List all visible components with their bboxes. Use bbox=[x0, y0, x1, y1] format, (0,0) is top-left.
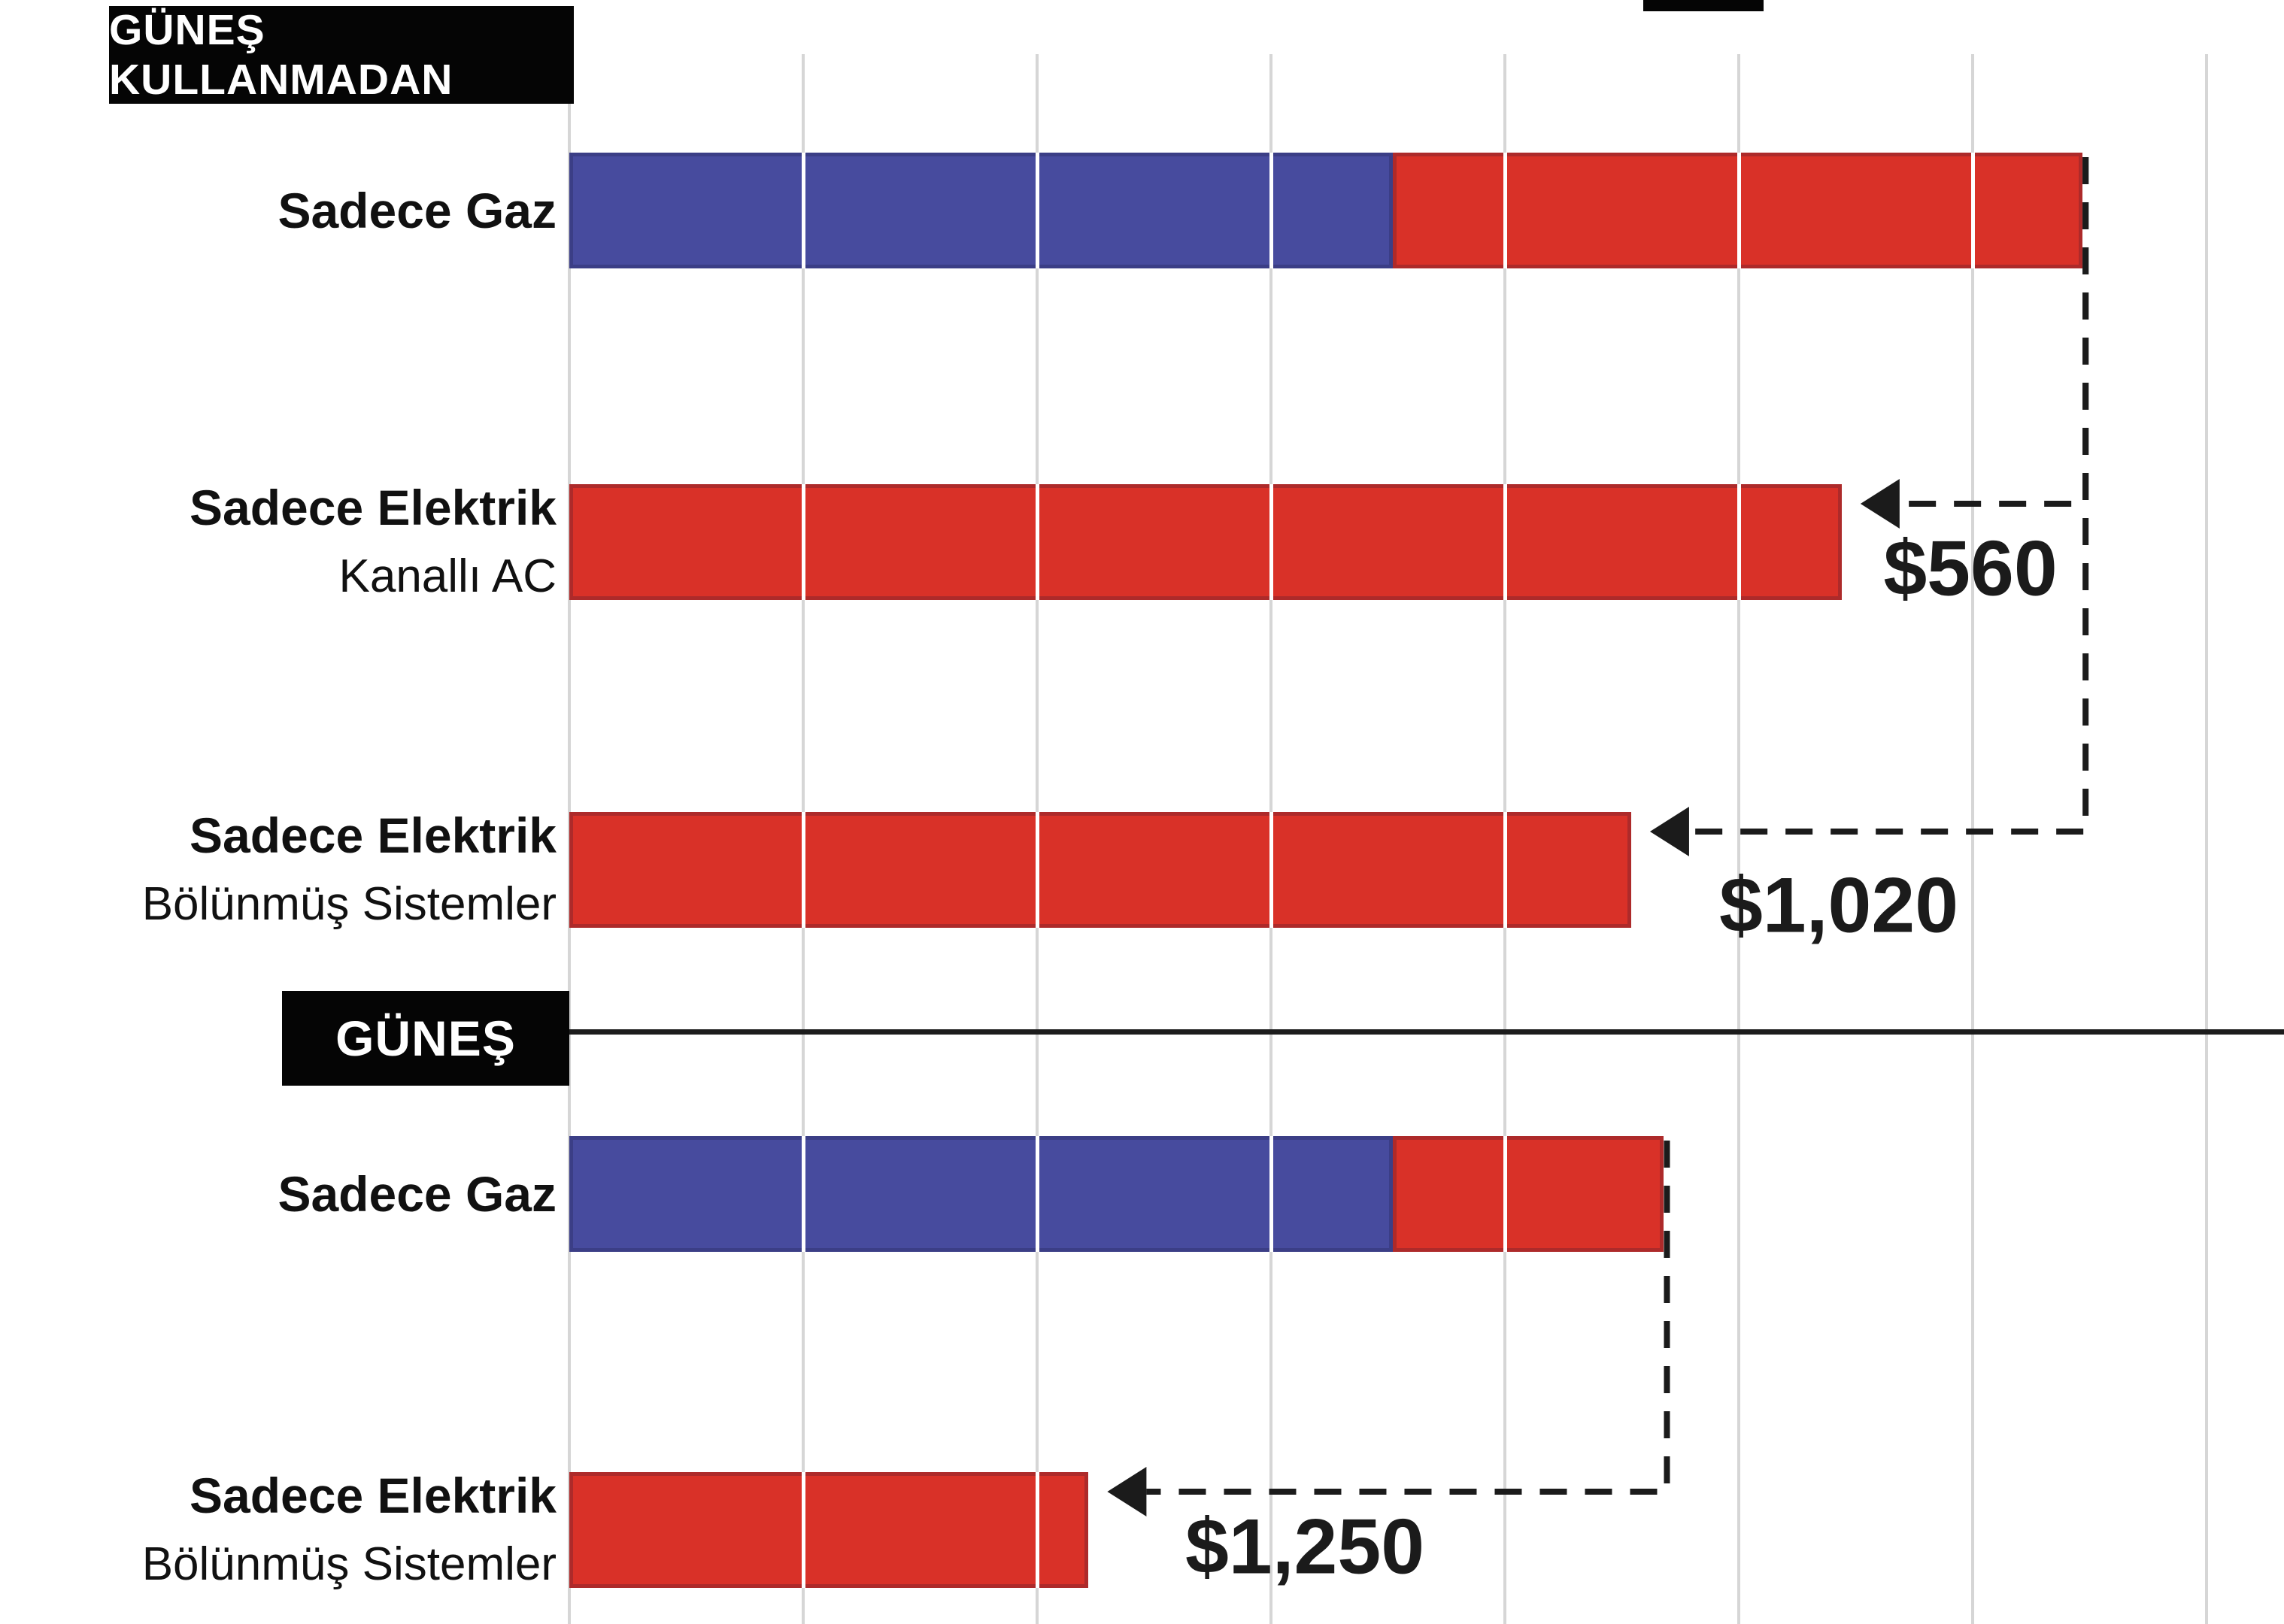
bar-row-4 bbox=[569, 1472, 1089, 1588]
connector-arrow-icon-1 bbox=[1649, 807, 1689, 856]
savings-amount-label-0: $560 bbox=[1883, 525, 2058, 613]
bar-1-gridline-overlay bbox=[1036, 484, 1039, 600]
row-label-0-line-0: Sadece Gaz bbox=[278, 183, 557, 238]
bar-row-3 bbox=[569, 1136, 1664, 1252]
bar-4-segment-electric bbox=[569, 1472, 1089, 1588]
gridline-5 bbox=[1737, 54, 1740, 1624]
row-label-2-line-1: Bölünmüş Sistemler bbox=[141, 878, 557, 930]
section-header-solar: GÜNEŞ bbox=[282, 991, 569, 1086]
bar-1-gridline-overlay bbox=[1737, 484, 1741, 600]
bar-4-gridline-overlay bbox=[1036, 1472, 1039, 1588]
bar-3-gridline-overlay bbox=[802, 1136, 805, 1252]
bar-1-segment-electric bbox=[569, 484, 1842, 600]
gridline-7 bbox=[2205, 54, 2208, 1624]
row-label-4-line-0: Sadece Elektrik bbox=[190, 1468, 557, 1523]
bar-row-2 bbox=[569, 812, 1631, 928]
bar-2-gridline-overlay bbox=[1503, 812, 1507, 928]
row-label-0: Sadece Gaz bbox=[278, 176, 557, 245]
savings-amount-label-2: $1,250 bbox=[1184, 1503, 1425, 1591]
row-label-1-line-1: Kanallı AC bbox=[338, 550, 557, 602]
bar-row-0 bbox=[569, 153, 2083, 268]
bar-0-gridline-overlay bbox=[1269, 153, 1273, 268]
connector-line-2 bbox=[1146, 1141, 1670, 1495]
bar-3-gridline-overlay bbox=[1269, 1136, 1273, 1252]
bar-0-gridline-overlay bbox=[1503, 153, 1507, 268]
bar-0-gridline-overlay bbox=[802, 153, 805, 268]
connector-arrow-icon-0 bbox=[1860, 479, 1900, 529]
bar-3-segment-electric bbox=[1392, 1136, 1664, 1252]
bar-2-segment-electric bbox=[569, 812, 1631, 928]
bar-3-gridline-overlay bbox=[1036, 1136, 1039, 1252]
section-header-without-solar: GÜNEŞ KULLANMADAN bbox=[109, 6, 574, 104]
row-label-4-line-1: Bölünmüş Sistemler bbox=[141, 1538, 557, 1590]
row-label-3-line-0: Sadece Gaz bbox=[278, 1166, 557, 1222]
bar-2-gridline-overlay bbox=[1269, 812, 1273, 928]
cropped-top-label-fragment bbox=[1643, 0, 1764, 11]
bar-3-segment-gas bbox=[569, 1136, 1393, 1252]
bar-1-gridline-overlay bbox=[802, 484, 805, 600]
bar-4-gridline-overlay bbox=[802, 1472, 805, 1588]
savings-amount-label-1: $1,020 bbox=[1718, 862, 1959, 950]
bar-1-gridline-overlay bbox=[1503, 484, 1507, 600]
connector-arrow-icon-2 bbox=[1107, 1467, 1147, 1516]
bar-0-gridline-overlay bbox=[1737, 153, 1741, 268]
bar-1-gridline-overlay bbox=[1269, 484, 1273, 600]
bar-0-gridline-overlay bbox=[1971, 153, 1975, 268]
row-label-3: Sadece Gaz bbox=[278, 1159, 557, 1229]
bar-0-segment-gas bbox=[569, 153, 1393, 268]
bar-3-gridline-overlay bbox=[1503, 1136, 1507, 1252]
bar-row-1 bbox=[569, 484, 1842, 600]
row-label-1-line-0: Sadece Elektrik bbox=[190, 480, 557, 535]
bar-2-gridline-overlay bbox=[1036, 812, 1039, 928]
bar-2-gridline-overlay bbox=[802, 812, 805, 928]
connector-line-0 bbox=[1899, 157, 2089, 507]
row-label-2: Sadece Elektrik Bölünmüş Sistemler bbox=[142, 801, 557, 939]
row-label-2-line-0: Sadece Elektrik bbox=[190, 807, 557, 863]
row-label-4: Sadece Elektrik Bölünmüş Sistemler bbox=[142, 1461, 557, 1599]
bar-0-gridline-overlay bbox=[1036, 153, 1039, 268]
gridline-6 bbox=[1971, 54, 1974, 1624]
solar-section-divider-line bbox=[564, 1029, 2284, 1035]
row-label-1: Sadece Elektrik Kanallı AC bbox=[190, 473, 557, 611]
